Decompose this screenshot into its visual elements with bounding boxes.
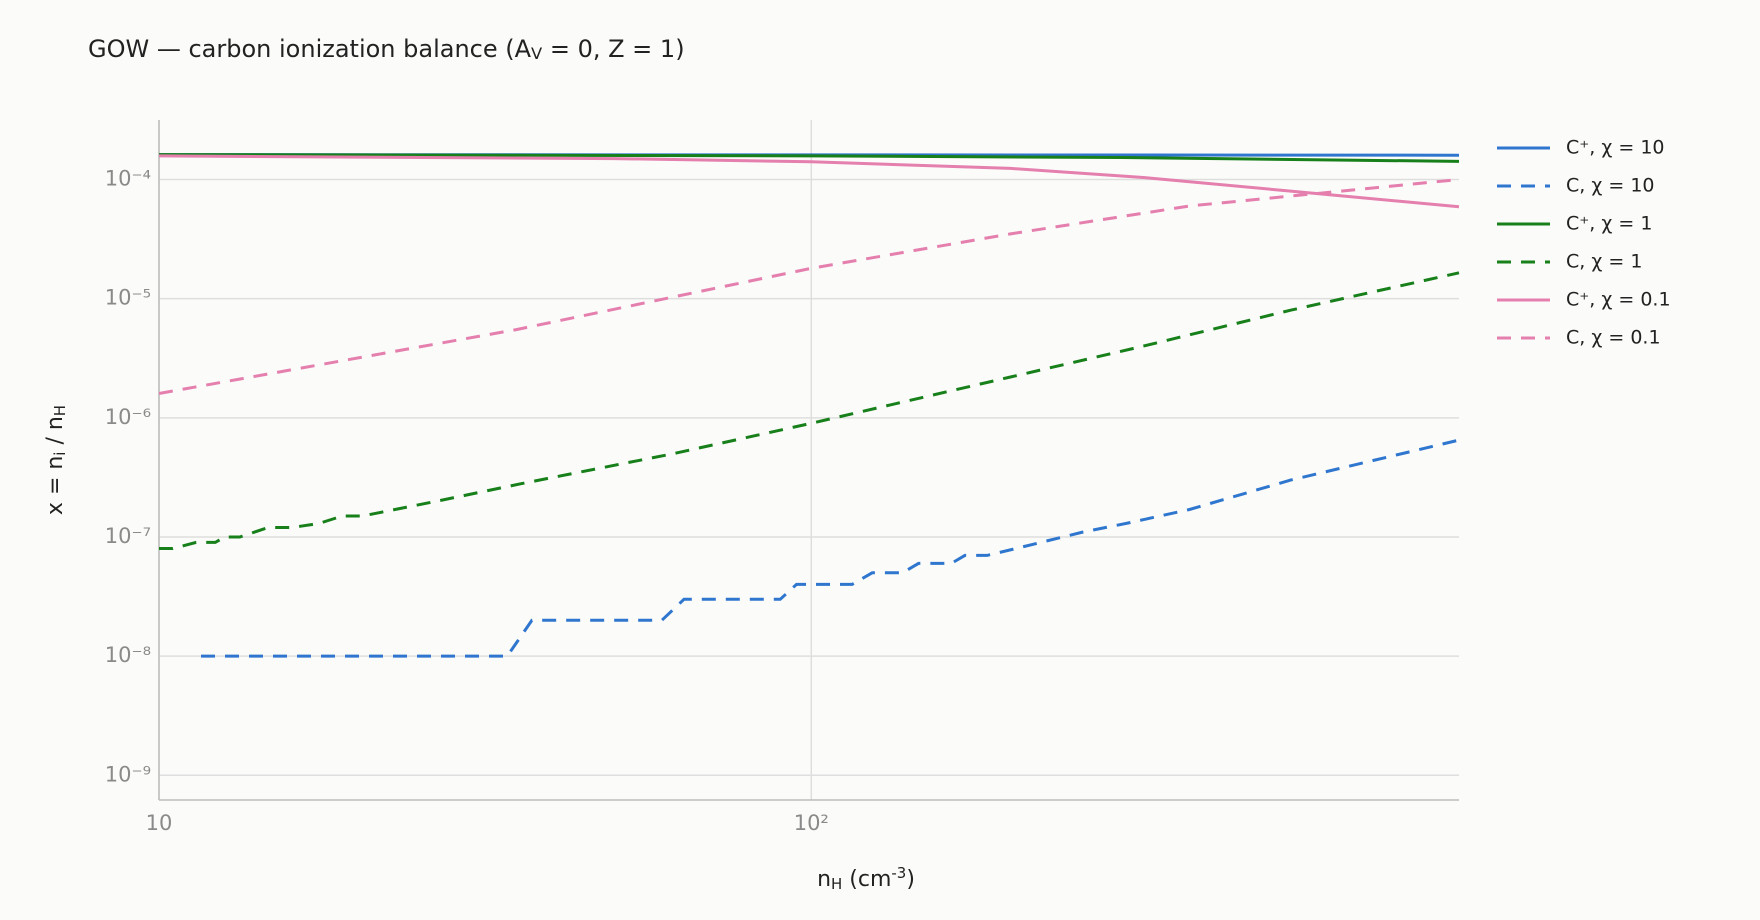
text-part: / n bbox=[43, 416, 68, 451]
subscript: H bbox=[831, 875, 842, 893]
text-part: GOW — carbon ionization balance (A bbox=[88, 35, 532, 63]
text-part: = 0, Z = 1) bbox=[542, 35, 684, 63]
legend-label: C, χ = 1 bbox=[1566, 251, 1642, 273]
series-line bbox=[159, 271, 1460, 550]
y-tick-label: 10⁻⁷ bbox=[105, 524, 151, 548]
text-part: x = n bbox=[43, 456, 68, 515]
grid: 10⁻⁴ 10⁻⁵ 10⁻⁶ 10⁻⁷ 10⁻⁸ 10⁻⁹ 10 10² bbox=[105, 120, 1459, 835]
subscript: H bbox=[51, 405, 69, 416]
y-axis-title: x = ni / nH bbox=[43, 405, 69, 515]
text-part: ) bbox=[906, 867, 915, 892]
legend-label: C⁺, χ = 10 bbox=[1566, 137, 1665, 159]
x-tick-label: 10 bbox=[146, 811, 173, 835]
supscript: -3 bbox=[891, 864, 906, 882]
y-tick-label: 10⁻⁶ bbox=[105, 405, 151, 429]
y-tick-label: 10⁻⁹ bbox=[105, 762, 151, 786]
legend-label: C, χ = 10 bbox=[1566, 175, 1655, 197]
chart-title: GOW — carbon ionization balance (AV = 0,… bbox=[88, 35, 685, 63]
text-part: n bbox=[817, 867, 831, 892]
y-tick-label: 10⁻⁴ bbox=[105, 167, 151, 191]
subscript: V bbox=[531, 44, 543, 63]
legend-label: C⁺, χ = 0.1 bbox=[1566, 289, 1671, 311]
x-tick-label: 10² bbox=[794, 811, 829, 835]
series-line bbox=[158, 178, 1460, 395]
series-line bbox=[201, 438, 1460, 658]
plot-area bbox=[158, 153, 1460, 658]
x-axis-title: nH (cm-3) bbox=[817, 864, 915, 893]
legend: C⁺, χ = 10 C, χ = 10 C⁺, χ = 1 C, χ = 1 C⁺, … bbox=[1497, 137, 1671, 349]
subscript: i bbox=[51, 452, 69, 456]
y-tick-label: 10⁻⁸ bbox=[105, 643, 151, 667]
series-line bbox=[158, 154, 1460, 209]
legend-label: C, χ = 0.1 bbox=[1566, 327, 1661, 349]
series-line bbox=[158, 153, 1460, 163]
text-part: (cm bbox=[842, 867, 891, 892]
legend-label: C⁺, χ = 1 bbox=[1566, 213, 1652, 235]
y-tick-label: 10⁻⁵ bbox=[105, 286, 151, 310]
